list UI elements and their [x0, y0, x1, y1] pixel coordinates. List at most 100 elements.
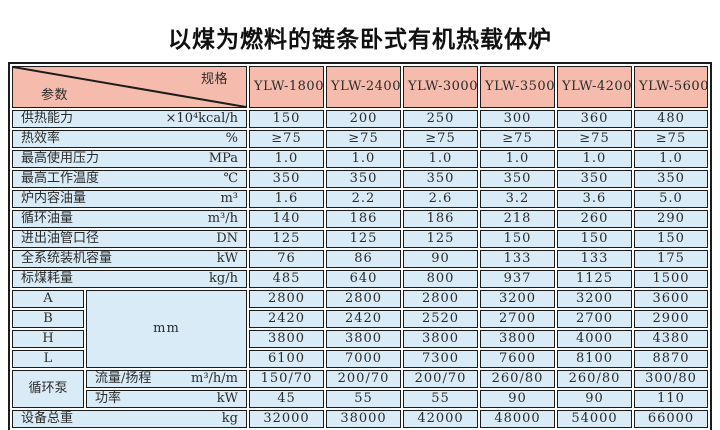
- value-cell: 250: [403, 110, 478, 128]
- value-cell: 3800: [403, 330, 478, 348]
- value-cell: 150: [557, 230, 632, 248]
- param-cell: 全系统装机容量 kW: [12, 250, 247, 268]
- pump-label: 循环泵: [12, 370, 84, 408]
- value-cell: 260/80: [557, 370, 632, 388]
- row-dimension-b: B 2420 2420 2520 2700 2700 2900: [12, 310, 708, 328]
- diagonal-line: [13, 67, 246, 107]
- value-cell: 2700: [480, 310, 555, 328]
- value-cell: 1500: [634, 270, 708, 288]
- value-cell: 42000: [403, 410, 478, 428]
- row-dimension-a: A mm 2800 2800 2800 3200 3200 3600: [12, 290, 708, 368]
- value-cell: 7300: [403, 350, 478, 368]
- value-cell: 4000: [557, 330, 632, 348]
- param-cell: 标煤耗量 kg/h: [12, 270, 247, 288]
- value-cell: 1.0: [480, 150, 555, 168]
- value-cell: 1.6: [249, 190, 324, 208]
- value-cell: 45: [249, 390, 324, 408]
- value-cell: 8100: [557, 350, 632, 368]
- dimension-label: B: [12, 310, 84, 328]
- row-coal-consumption: 标煤耗量 kg/h 485 640 800 937 1125 1500: [12, 270, 708, 288]
- dimension-unit-cell: mm: [86, 290, 247, 368]
- value-cell: 140: [249, 210, 324, 228]
- value-cell: 2420: [326, 310, 401, 328]
- row-heating-capacity: 供热能力 ×10⁴kcal/h 150 200 250 300 360 480: [12, 110, 708, 128]
- value-cell: 5.0: [634, 190, 708, 208]
- column-header-model-4: YLW-3500: [480, 66, 555, 108]
- value-cell: 2520: [403, 310, 478, 328]
- value-cell: 1.0: [634, 150, 708, 168]
- page-title: 以煤为燃料的链条卧式有机热载体炉: [168, 27, 552, 53]
- unit-label: DN: [216, 231, 238, 246]
- param-label: 全系统装机容量: [21, 251, 113, 266]
- row-dimension-l: L 6100 7000 7300 7600 8100 8870: [12, 350, 708, 368]
- row-circulating-oil-flow: 循环油量 m³/h 140 186 186 218 260 290: [12, 210, 708, 228]
- unit-label: kg/h: [209, 271, 238, 286]
- row-furnace-oil-volume: 炉内容油量 m³ 1.6 2.2 2.6 3.2 3.6 5.0: [12, 190, 708, 208]
- value-cell: 3600: [634, 290, 708, 308]
- value-cell: 3800: [249, 330, 324, 348]
- param-cell: 最高使用压力 MPa: [12, 150, 247, 168]
- value-cell: 150: [480, 230, 555, 248]
- unit-label: m³/h/m: [191, 371, 238, 386]
- param-cell: 炉内容油量 m³: [12, 190, 247, 208]
- row-max-temperature: 最高工作温度 ℃ 350 350 350 350 350 350: [12, 170, 708, 188]
- value-cell: 2700: [557, 310, 632, 328]
- value-cell: 260/80: [480, 370, 555, 388]
- value-cell: 360: [557, 110, 632, 128]
- value-cell: 290: [634, 210, 708, 228]
- row-total-weight: 设备总重 kg 32000 38000 42000 48000 54000 660…: [12, 410, 708, 428]
- value-cell: 90: [403, 250, 478, 268]
- value-cell: 640: [326, 270, 401, 288]
- unit-label: MPa: [208, 151, 238, 166]
- param-label: 循环油量: [21, 211, 74, 226]
- param-cell: 热效率%: [12, 130, 247, 148]
- unit-label: m³: [220, 191, 238, 206]
- value-cell: 186: [326, 210, 401, 228]
- row-installed-capacity: 全系统装机容量 kW 76 86 90 133 133 175: [12, 250, 708, 268]
- value-cell: 110: [634, 390, 708, 408]
- value-cell: 3.2: [480, 190, 555, 208]
- param-cell: 功率 kW: [86, 390, 247, 408]
- value-cell: 125: [403, 230, 478, 248]
- column-header-model-2: YLW-2400: [326, 66, 401, 108]
- value-cell: 55: [326, 390, 401, 408]
- dimension-label: A: [12, 290, 84, 308]
- value-cell: 350: [557, 170, 632, 188]
- column-header-model-5: YLW-4200: [557, 66, 632, 108]
- corner-spec-label: 规格: [200, 72, 228, 87]
- corner-cell: 规格 参数: [12, 66, 247, 108]
- row-max-pressure: 最高使用压力 MPa 1.0 1.0 1.0 1.0 1.0 1.0: [12, 150, 708, 168]
- value-cell: 133: [557, 250, 632, 268]
- unit-label: ×10⁴kcal/h: [165, 111, 238, 126]
- value-cell: 86: [326, 250, 401, 268]
- value-cell: 32000: [249, 410, 324, 428]
- param-label: 热效率: [21, 131, 61, 146]
- unit-label: ℃: [223, 171, 238, 186]
- value-cell: 150/70: [249, 370, 324, 388]
- value-cell: 186: [403, 210, 478, 228]
- value-cell: 200: [326, 110, 401, 128]
- value-cell: 150: [249, 110, 324, 128]
- value-cell: 480: [634, 110, 708, 128]
- param-label: 流量/扬程: [95, 371, 152, 386]
- value-cell: ≥75: [326, 130, 401, 148]
- value-cell: 7000: [326, 350, 401, 368]
- value-cell: ≥75: [634, 130, 708, 148]
- value-cell: 2420: [249, 310, 324, 328]
- value-cell: 260: [557, 210, 632, 228]
- value-cell: 2.2: [326, 190, 401, 208]
- value-cell: 90: [480, 390, 555, 408]
- param-label: 标煤耗量: [21, 271, 74, 286]
- value-cell: 2800: [326, 290, 401, 308]
- column-header-model-1: YLW-1800: [249, 66, 324, 108]
- unit-label: kW: [216, 251, 238, 266]
- value-cell: 1125: [557, 270, 632, 288]
- value-cell: 90: [557, 390, 632, 408]
- value-cell: 2900: [634, 310, 708, 328]
- value-cell: 3800: [326, 330, 401, 348]
- value-cell: 300/80: [634, 370, 708, 388]
- spec-table: 规格 参数 YLW-1800 YLW-2400 YLW-3000 YLW-350…: [8, 62, 712, 430]
- value-cell: 2800: [249, 290, 324, 308]
- value-cell: 175: [634, 250, 708, 268]
- value-cell: 218: [480, 210, 555, 228]
